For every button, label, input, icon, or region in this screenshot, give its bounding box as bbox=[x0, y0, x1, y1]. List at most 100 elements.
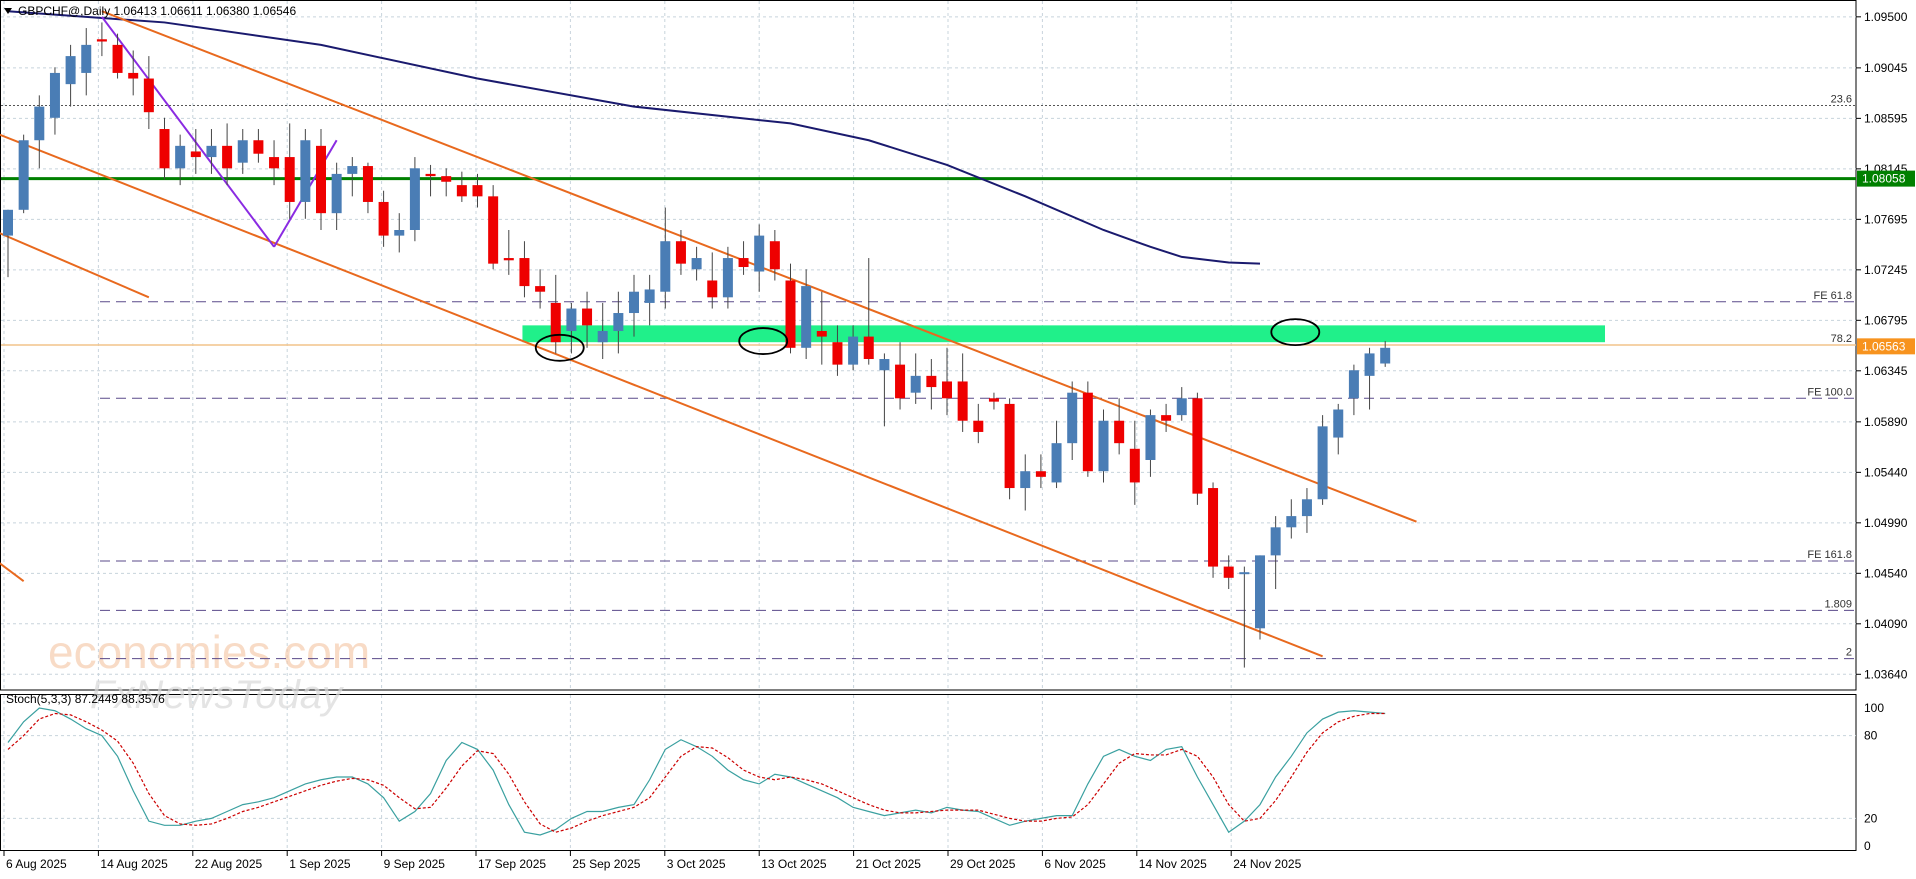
candle bbox=[331, 162, 342, 230]
candle bbox=[754, 224, 765, 292]
candle bbox=[347, 157, 358, 197]
candle-body bbox=[519, 258, 530, 287]
candle-body bbox=[1051, 443, 1062, 483]
candle-body bbox=[816, 330, 827, 337]
candle-body bbox=[1286, 516, 1297, 528]
candle-body bbox=[128, 72, 139, 79]
candle bbox=[159, 117, 170, 180]
candle bbox=[942, 347, 952, 416]
current-price-tag bbox=[1857, 338, 1915, 355]
candle bbox=[707, 252, 718, 309]
candle-body bbox=[1035, 471, 1046, 477]
candle bbox=[582, 291, 593, 348]
candle-body bbox=[910, 375, 921, 393]
candle bbox=[644, 274, 655, 326]
candle bbox=[1348, 364, 1359, 416]
stochastic-label: Stoch(5,3,3) 87.2449 88.3576 bbox=[6, 692, 165, 706]
y-tick-label: 1.09500 bbox=[1864, 10, 1908, 24]
candle bbox=[49, 67, 60, 135]
candle-body bbox=[582, 308, 593, 326]
candle-body bbox=[362, 166, 373, 202]
y-tick-label: 1.04090 bbox=[1864, 617, 1908, 631]
x-tick-label: 9 Sep 2025 bbox=[384, 857, 446, 871]
candle-body bbox=[143, 78, 154, 113]
stochastic-panel: 100 80 20 0 bbox=[1, 701, 1884, 853]
triangle-down-icon[interactable] bbox=[4, 8, 12, 14]
candle bbox=[597, 302, 608, 360]
candle-body bbox=[190, 151, 201, 158]
candle-body bbox=[394, 230, 405, 236]
candle bbox=[848, 325, 859, 371]
candle bbox=[519, 241, 530, 298]
y-tick-label: 1.07245 bbox=[1864, 263, 1908, 277]
candle-body bbox=[1129, 448, 1140, 483]
candle-body bbox=[785, 280, 796, 348]
x-tick-label: 6 Aug 2025 bbox=[6, 857, 67, 871]
candle bbox=[456, 171, 467, 202]
candle-body bbox=[660, 241, 671, 292]
candle-body bbox=[1161, 415, 1172, 421]
candle bbox=[1082, 381, 1093, 477]
candle-body bbox=[1364, 353, 1375, 376]
candle bbox=[316, 129, 326, 230]
candle-body bbox=[1176, 398, 1187, 416]
candle bbox=[1255, 555, 1265, 640]
candle bbox=[691, 246, 702, 281]
stochastic-frame bbox=[0, 694, 1857, 851]
resistance-price-tag bbox=[1857, 170, 1915, 187]
candle bbox=[675, 230, 686, 275]
x-tick-label: 25 Sep 2025 bbox=[572, 857, 640, 871]
candle-body bbox=[425, 173, 436, 177]
highlight-ellipse bbox=[534, 333, 585, 362]
channel-line bbox=[0, 133, 1323, 658]
candle bbox=[488, 185, 499, 270]
candle bbox=[1239, 566, 1250, 668]
candle-body bbox=[300, 140, 311, 202]
x-tick-label: 14 Nov 2025 bbox=[1139, 857, 1207, 871]
candle-body bbox=[1004, 403, 1015, 489]
y-tick-label: 1.06795 bbox=[1864, 313, 1908, 327]
wave-line bbox=[101, 16, 275, 248]
candle bbox=[1380, 341, 1391, 367]
x-tick-label: 17 Sep 2025 bbox=[478, 857, 546, 871]
candle-body bbox=[1270, 527, 1281, 556]
candle-body bbox=[957, 381, 968, 421]
x-tick-label: 14 Aug 2025 bbox=[100, 857, 168, 871]
fib-level-label: FE 161.8 bbox=[1807, 549, 1852, 561]
candle-body bbox=[535, 286, 546, 292]
candle bbox=[1192, 392, 1203, 505]
y-tick-label: 1.07695 bbox=[1864, 212, 1908, 226]
candle bbox=[910, 353, 921, 404]
moving-average-line bbox=[7, 10, 1261, 265]
candle-body bbox=[895, 364, 906, 399]
candle-body bbox=[222, 145, 233, 169]
y-tick-label: 1.05890 bbox=[1864, 415, 1908, 429]
candle bbox=[1364, 347, 1375, 410]
candle bbox=[394, 213, 405, 253]
candle-body bbox=[1255, 555, 1265, 629]
candle bbox=[1114, 398, 1125, 455]
x-tick-label: 24 Nov 2025 bbox=[1233, 857, 1301, 871]
candle bbox=[722, 246, 733, 309]
candle bbox=[284, 123, 295, 219]
candle-body bbox=[488, 196, 499, 264]
candle-body bbox=[1114, 420, 1125, 444]
candle-body bbox=[316, 145, 326, 214]
candle-body bbox=[926, 375, 937, 388]
candle-body bbox=[284, 157, 295, 202]
candle-body bbox=[769, 241, 780, 270]
candle bbox=[879, 353, 890, 427]
candle bbox=[1286, 499, 1297, 539]
candle-body bbox=[472, 185, 483, 197]
time-axis: 6 Aug 2025 14 Aug 2025 22 Aug 2025 1 Sep 20… bbox=[3, 850, 1302, 871]
candle bbox=[1145, 409, 1156, 477]
price-axis: 1.095001.090451.085951.081451.076951.072… bbox=[1856, 10, 1915, 681]
candle bbox=[237, 129, 248, 174]
candle-body bbox=[347, 166, 358, 174]
candle-body bbox=[456, 185, 467, 197]
x-tick-label: 29 Oct 2025 bbox=[950, 857, 1016, 871]
candle bbox=[613, 291, 624, 354]
candle-body bbox=[1145, 415, 1156, 460]
candle-body bbox=[722, 258, 733, 298]
